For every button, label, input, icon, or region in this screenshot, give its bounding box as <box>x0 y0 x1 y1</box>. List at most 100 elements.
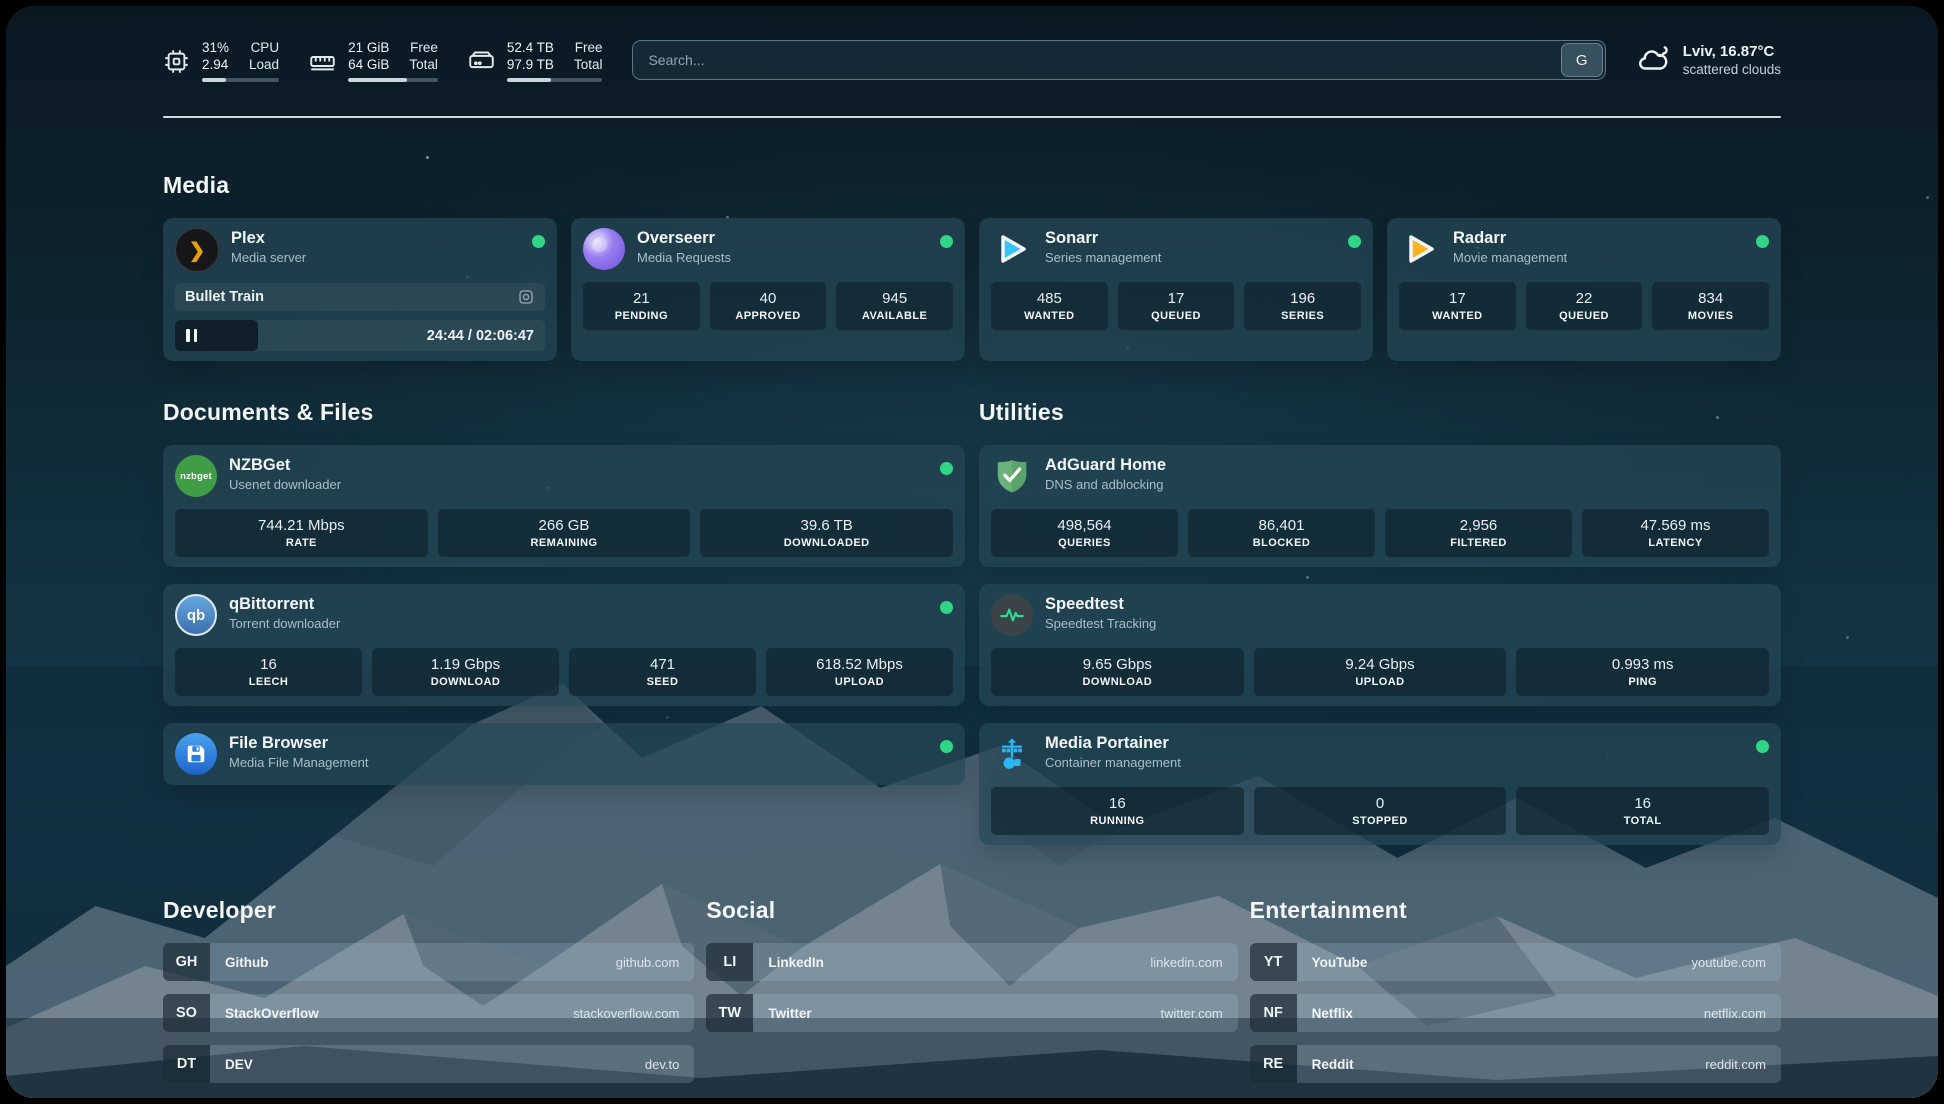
service-description: Torrent downloader <box>229 616 341 631</box>
playback-time: 24:44 / 02:06:47 <box>426 327 534 344</box>
service-description: Usenet downloader <box>229 477 342 492</box>
bookmark-url: reddit.com <box>1705 1056 1766 1072</box>
bookmark-group-entertainment: Entertainment YT YouTube youtube.com NF … <box>1249 897 1781 1083</box>
cpu-usage-label: CPU <box>250 39 280 55</box>
session-type-icon <box>517 288 535 306</box>
header: 31% CPU 2.94 Load 21 <box>163 6 1781 106</box>
bookmark-stackoverflow[interactable]: SO StackOverflow stackoverflow.com <box>163 994 695 1032</box>
bookmark-url: dev.to <box>644 1056 680 1072</box>
stat-block: 17 QUEUED <box>1117 282 1235 330</box>
bookmark-dev[interactable]: DT DEV dev.to <box>163 1045 695 1083</box>
bookmark-abbr: YT <box>1249 943 1297 981</box>
stat-block: 834 MOVIES <box>1652 282 1769 330</box>
search-provider-button[interactable]: G <box>1560 43 1603 77</box>
service-card-nzbget[interactable]: nzbget NZBGet Usenet downloader 744.21 M… <box>163 445 965 567</box>
portainer-icon <box>991 733 1033 775</box>
service-name: AdGuard Home <box>1045 456 1167 474</box>
stat-block: 16 RUNNING <box>991 787 1244 835</box>
bookmark-url: github.com <box>615 954 680 970</box>
cpu-progress-bar <box>202 77 280 82</box>
memory-free-label: Free <box>410 39 438 55</box>
bookmark-url: youtube.com <box>1691 954 1766 970</box>
bookmark-group-developer: Developer GH Github github.com SO StackO… <box>163 897 695 1083</box>
stat-block: 86,401 BLOCKED <box>1188 509 1375 557</box>
service-name: Plex <box>231 229 265 247</box>
stat-block: 498,564 QUERIES <box>991 509 1178 557</box>
bookmark-abbr: DT <box>163 1045 210 1083</box>
memory-total-label: Total <box>409 56 438 72</box>
stat-block: 196 SERIES <box>1244 282 1361 330</box>
bookmark-netflix[interactable]: NF Netflix netflix.com <box>1249 994 1781 1032</box>
service-description: Media File Management <box>229 755 369 770</box>
bookmark-name: Github <box>225 954 269 970</box>
weather-location: Lviv, 16.87°C <box>1682 43 1775 60</box>
bookmark-group-title: Entertainment <box>1249 897 1407 923</box>
cpu-load-value: 2.94 <box>202 56 229 72</box>
section-utilities: Utilities AdGuard Home <box>979 399 1781 845</box>
stat-block: 9.24 Gbps UPLOAD <box>1253 648 1507 696</box>
memory-total-value: 64 GiB <box>348 56 390 72</box>
stat-block: 39.6 TB DOWNLOADED <box>700 509 953 557</box>
qbittorrent-icon: qb <box>175 594 217 636</box>
memory-icon <box>309 48 336 75</box>
search-input[interactable] <box>632 40 1606 80</box>
bookmark-abbr: GH <box>163 943 210 981</box>
service-card-sonarr[interactable]: Sonarr Series management 485 WANTED 17 Q… <box>979 218 1373 361</box>
bookmark-group-title: Social <box>706 897 776 923</box>
bookmark-twitter[interactable]: TW Twitter twitter.com <box>706 994 1238 1032</box>
weather-widget: Lviv, 16.87°C scattered clouds <box>1636 42 1781 78</box>
stat-block: 21 PENDING <box>583 282 700 330</box>
service-name: Speedtest <box>1045 595 1124 613</box>
service-name: Overseerr <box>637 229 715 247</box>
playback-progress: 24:44 / 02:06:47 <box>175 320 545 351</box>
bookmark-group-social: Social LI LinkedIn linkedin.com TW Twitt… <box>706 897 1238 1083</box>
weather-condition: scattered clouds <box>1682 62 1781 77</box>
bookmark-group-title: Developer <box>163 897 277 923</box>
bookmark-abbr: LI <box>706 943 754 981</box>
radarr-icon <box>1399 228 1441 270</box>
now-playing-row: Bullet Train <box>175 283 545 311</box>
cloud-icon <box>1636 43 1670 77</box>
cpu-widget: 31% CPU 2.94 Load <box>163 39 280 82</box>
nzbget-icon: nzbget <box>175 455 217 497</box>
service-card-qbittorrent[interactable]: qb qBittorrent Torrent downloader 16 LEE… <box>163 584 965 706</box>
stat-block: 40 APPROVED <box>709 282 827 330</box>
service-card-filebrowser[interactable]: File Browser Media File Management <box>163 723 965 785</box>
bookmark-name: Reddit <box>1311 1056 1354 1072</box>
status-dot-online <box>1756 740 1769 753</box>
bookmark-abbr: SO <box>163 994 210 1032</box>
stat-block: 0 STOPPED <box>1253 787 1507 835</box>
stat-block: 17 WANTED <box>1399 282 1516 330</box>
service-card-portainer[interactable]: Media Portainer Container management 16 … <box>979 723 1781 845</box>
playback-elapsed-fill <box>175 320 259 351</box>
service-card-plex[interactable]: ❯ Plex Media server Bullet Train <box>163 218 557 361</box>
stat-block: 47.569 ms LATENCY <box>1582 509 1769 557</box>
disk-total-label: Total <box>573 56 603 72</box>
service-description: Speedtest Tracking <box>1045 616 1157 631</box>
bookmark-abbr: RE <box>1249 1045 1297 1083</box>
cpu-usage-value: 31% <box>202 39 230 55</box>
disk-widget: 52.4 TB Free 97.9 TB Total <box>468 39 603 82</box>
disk-icon <box>468 48 495 75</box>
disk-free-label: Free <box>574 39 603 55</box>
service-card-speedtest[interactable]: Speedtest Speedtest Tracking 9.65 Gbps D… <box>979 584 1781 706</box>
bookmark-linkedin[interactable]: LI LinkedIn linkedin.com <box>706 943 1238 981</box>
bookmark-github[interactable]: GH Github github.com <box>163 943 695 981</box>
status-dot-online <box>532 235 545 248</box>
section-media: Media ❯ Plex Media server Bullet Train <box>163 172 1781 361</box>
bookmark-abbr: NF <box>1249 994 1297 1032</box>
stat-block: 485 WANTED <box>991 282 1108 330</box>
bookmark-reddit[interactable]: RE Reddit reddit.com <box>1249 1045 1781 1083</box>
service-card-radarr[interactable]: Radarr Movie management 17 WANTED 22 QUE… <box>1387 218 1781 361</box>
stat-block: 2,956 FILTERED <box>1385 509 1572 557</box>
bookmark-url: netflix.com <box>1703 1005 1766 1021</box>
disk-free-value: 52.4 TB <box>506 39 554 55</box>
stat-block: 1.19 Gbps DOWNLOAD <box>372 648 559 696</box>
stat-block: 22 QUEUED <box>1525 282 1643 330</box>
bookmark-youtube[interactable]: YT YouTube youtube.com <box>1249 943 1781 981</box>
status-dot-online <box>1756 235 1769 248</box>
service-card-adguard[interactable]: AdGuard Home DNS and adblocking 498,564 … <box>979 445 1781 567</box>
service-card-overseerr[interactable]: Overseerr Media Requests 21 PENDING 40 A… <box>571 218 965 361</box>
status-dot-online <box>940 235 953 248</box>
search-bar: G <box>632 40 1606 80</box>
